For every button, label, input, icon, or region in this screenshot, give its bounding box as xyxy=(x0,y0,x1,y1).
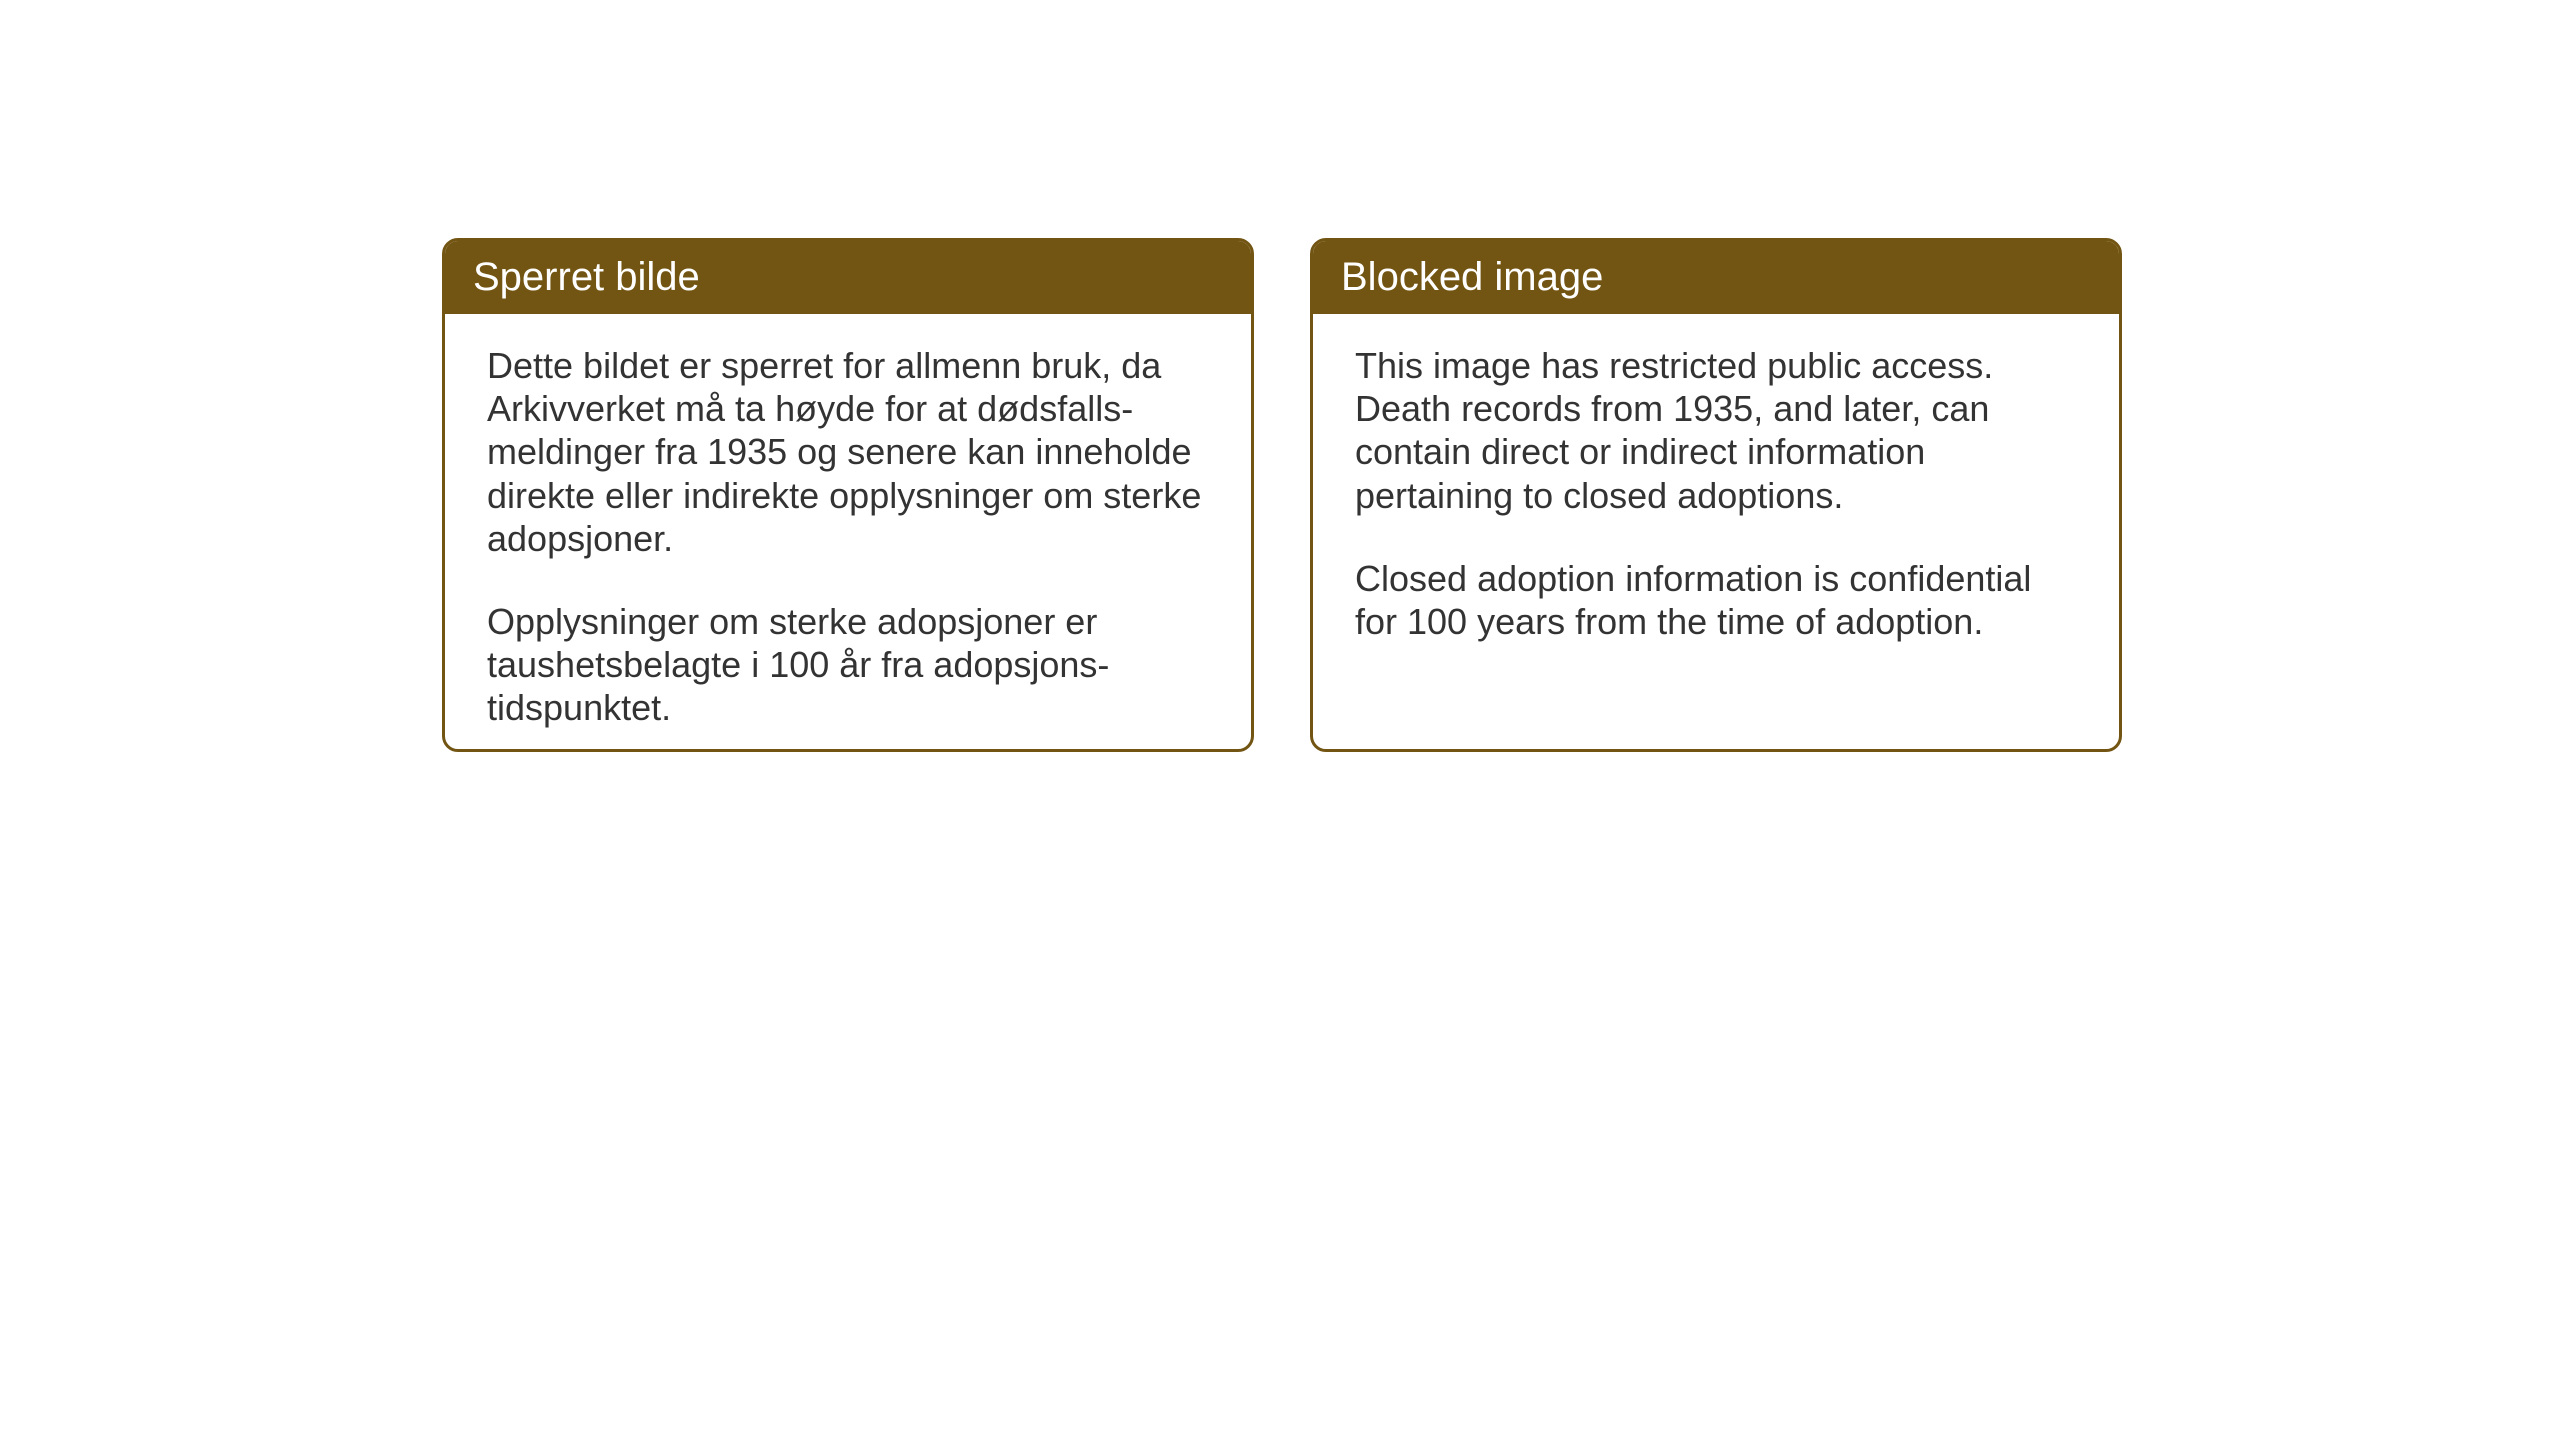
card-norwegian-body: Dette bildet er sperret for allmenn bruk… xyxy=(445,314,1251,752)
card-norwegian-title: Sperret bilde xyxy=(473,255,700,299)
card-english: Blocked image This image has restricted … xyxy=(1310,238,2122,752)
card-english-para2: Closed adoption information is confident… xyxy=(1355,557,2077,643)
card-english-body: This image has restricted public access.… xyxy=(1313,314,2119,673)
card-norwegian-para1: Dette bildet er sperret for allmenn bruk… xyxy=(487,344,1209,560)
cards-container: Sperret bilde Dette bildet er sperret fo… xyxy=(0,0,2560,752)
card-english-title: Blocked image xyxy=(1341,255,1603,299)
card-english-para1: This image has restricted public access.… xyxy=(1355,344,2077,517)
card-norwegian-header: Sperret bilde xyxy=(445,241,1251,314)
card-norwegian-para2: Opplysninger om sterke adopsjoner er tau… xyxy=(487,600,1209,730)
card-norwegian: Sperret bilde Dette bildet er sperret fo… xyxy=(442,238,1254,752)
card-english-header: Blocked image xyxy=(1313,241,2119,314)
